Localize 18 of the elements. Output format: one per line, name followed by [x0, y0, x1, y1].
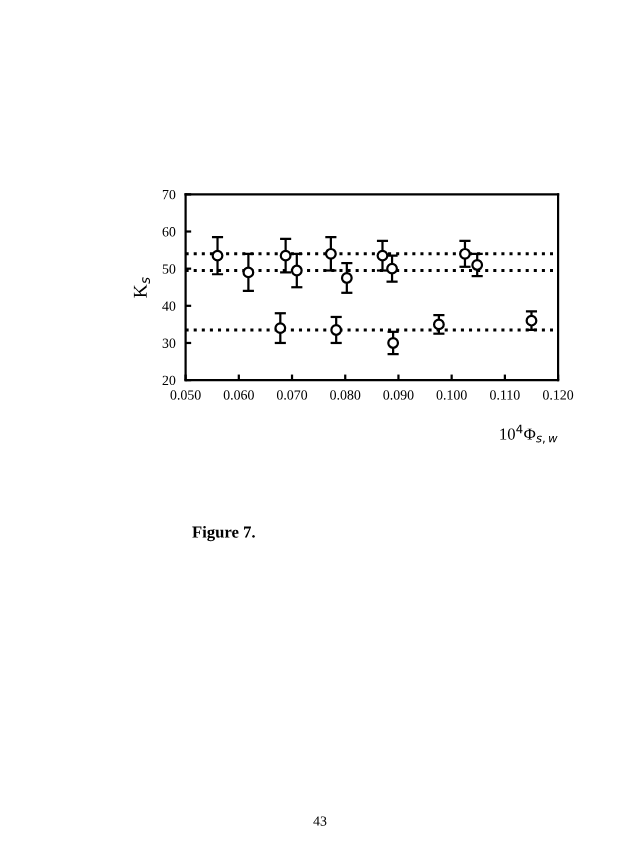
point [211, 249, 224, 262]
point [290, 264, 303, 277]
point [471, 259, 484, 271]
point [432, 318, 445, 331]
point [376, 249, 389, 262]
point [525, 314, 538, 327]
point [330, 324, 343, 336]
point [324, 247, 337, 260]
x-axis-title: 10$^{4}$Φ$_{s,w}$ [500, 424, 558, 444]
point [386, 262, 398, 275]
point [459, 247, 471, 260]
y-axis-title: K$_{s}$ [133, 277, 151, 298]
point [274, 322, 287, 335]
point [242, 266, 255, 279]
caption: Figure 7. [192, 525, 255, 542]
point [279, 249, 292, 262]
point [387, 337, 400, 349]
point [340, 272, 353, 284]
